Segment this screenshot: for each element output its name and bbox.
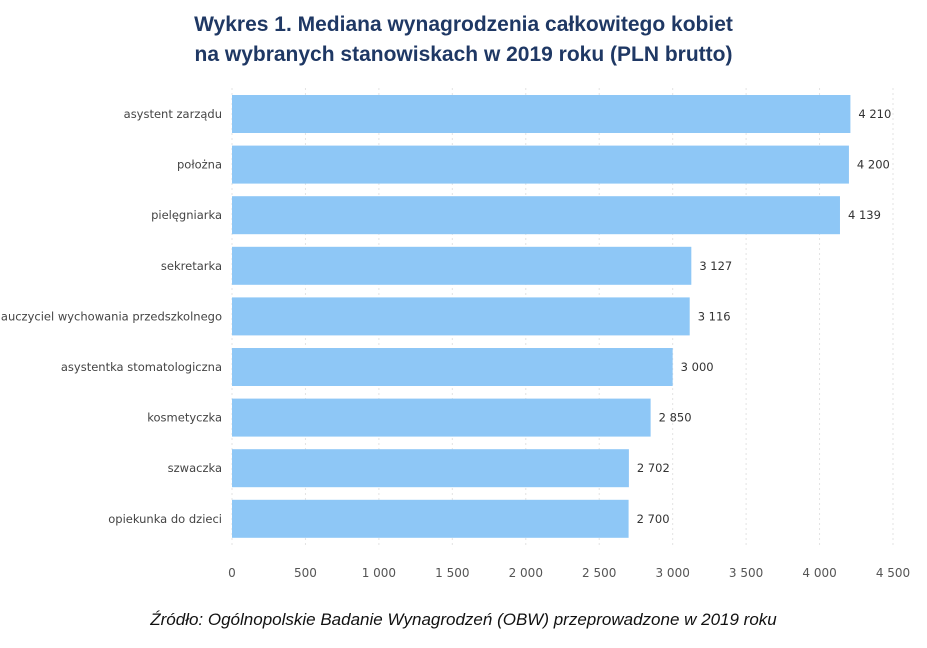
data-label: 2 702 xyxy=(637,461,670,475)
bar xyxy=(232,348,673,386)
category-label: nauczyciel wychowania przedszkolnego xyxy=(0,309,222,323)
data-label: 4 139 xyxy=(848,208,881,222)
chart-title-line-2: na wybranych stanowiskach w 2019 roku (P… xyxy=(194,43,733,66)
x-tick-label: 2 500 xyxy=(582,566,616,580)
x-tick-label: 1 500 xyxy=(435,566,469,580)
category-label: opiekunka do dzieci xyxy=(108,512,222,526)
chart-title: Wykres 1. Mediana wynagrodzenia całkowit… xyxy=(0,10,927,70)
x-tick-label: 3 500 xyxy=(729,566,763,580)
x-tick-label: 2 000 xyxy=(509,566,543,580)
bar xyxy=(232,398,651,437)
category-label: asystent zarządu xyxy=(124,107,222,121)
data-label: 3 116 xyxy=(698,309,731,323)
category-label: kosmetyczka xyxy=(147,411,222,425)
category-label: sekretarka xyxy=(161,259,222,273)
x-tick-label: 500 xyxy=(294,566,317,580)
category-label: położna xyxy=(177,158,222,172)
category-label: szwaczka xyxy=(168,461,222,475)
data-label: 2 850 xyxy=(659,411,692,425)
category-label: pielęgniarka xyxy=(151,208,222,222)
x-tick-label: 1 000 xyxy=(362,566,396,580)
bar xyxy=(232,499,629,538)
data-label: 3 127 xyxy=(699,259,732,273)
source-note: Źródło: Ogólnopolskie Badanie Wynagrodze… xyxy=(150,610,777,629)
x-tick-label: 3 000 xyxy=(655,566,689,580)
data-label: 4 200 xyxy=(857,158,890,172)
x-tick-label: 4 000 xyxy=(802,566,836,580)
x-tick-label: 0 xyxy=(228,566,236,580)
x-tick-label: 4 500 xyxy=(876,566,910,580)
chart-title-line-1: Wykres 1. Mediana wynagrodzenia całkowit… xyxy=(194,13,733,36)
data-label: 4 210 xyxy=(858,107,891,121)
bar xyxy=(232,297,690,336)
bar xyxy=(232,196,840,235)
bar xyxy=(232,145,849,184)
bar xyxy=(232,449,629,488)
bar xyxy=(232,246,692,285)
bar xyxy=(232,95,851,133)
category-label: asystentka stomatologiczna xyxy=(61,360,222,374)
data-label: 2 700 xyxy=(637,512,670,526)
bar-chart: 0 500 1 000 1 500 2 000 2 500 3 000 3 500 4 000 4… xyxy=(0,88,910,580)
data-label: 3 000 xyxy=(681,360,714,374)
